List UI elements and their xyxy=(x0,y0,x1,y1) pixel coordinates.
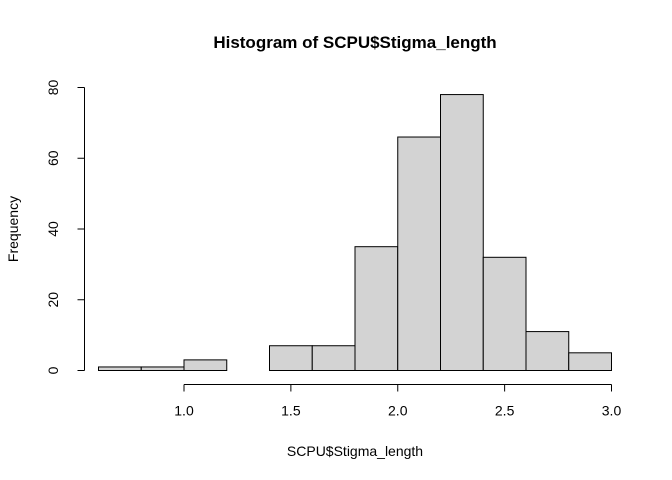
x-axis-label: SCPU$Stigma_length xyxy=(287,443,423,459)
histogram-bar xyxy=(525,331,570,371)
y-tick-label: 40 xyxy=(45,221,61,237)
histogram-bar xyxy=(440,94,484,371)
histogram-bar xyxy=(98,366,142,371)
histogram-bar xyxy=(269,345,313,371)
x-tick-label: 1.0 xyxy=(174,403,194,419)
x-tick-label: 2.5 xyxy=(495,403,515,419)
y-axis-label: Frequency xyxy=(5,196,21,262)
histogram-bar xyxy=(482,256,527,371)
y-tick-label: 20 xyxy=(45,292,61,308)
x-tick-label: 3.0 xyxy=(602,403,622,419)
histogram-bar xyxy=(397,136,441,371)
y-tick-label: 60 xyxy=(45,150,61,166)
x-tick-label: 1.5 xyxy=(281,403,301,419)
x-tick-label: 2.0 xyxy=(388,403,408,419)
histogram-bar xyxy=(354,246,399,371)
histogram-bar xyxy=(568,352,612,371)
histogram-bar xyxy=(183,359,228,372)
chart-title: Histogram of SCPU$Stigma_length xyxy=(213,33,496,52)
histogram-bar xyxy=(311,345,356,371)
y-tick-label: 0 xyxy=(45,366,61,374)
bars-group xyxy=(98,94,612,372)
histogram-bar xyxy=(140,366,185,371)
y-axis: 0 20 40 60 80 xyxy=(45,80,85,374)
y-tick-label: 80 xyxy=(45,80,61,96)
x-axis: 1.0 1.5 2.0 2.5 3.0 xyxy=(174,384,622,419)
